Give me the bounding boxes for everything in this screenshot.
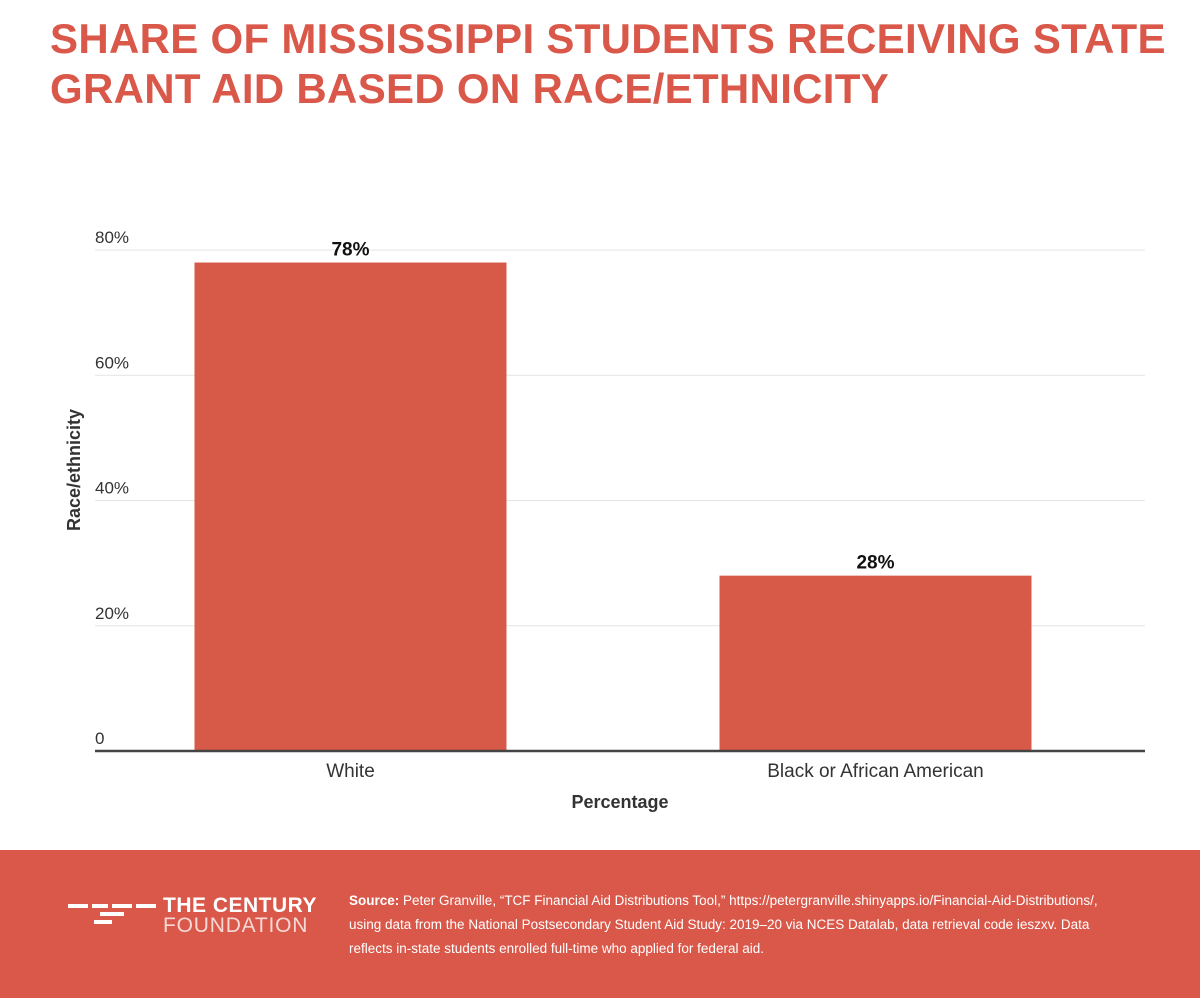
bar-black-or-african-american xyxy=(719,575,1032,751)
x-tick-label: Black or African American xyxy=(767,761,983,782)
x-axis-title: Percentage xyxy=(571,792,668,812)
y-tick-label: 0 xyxy=(95,729,104,748)
footer: THE CENTURY FOUNDATION Source: Peter Gra… xyxy=(0,850,1200,998)
bar-value-label: 28% xyxy=(856,553,894,574)
source-note: Source: Peter Granville, “TCF Financial … xyxy=(349,889,1129,961)
bars xyxy=(194,262,1032,751)
y-tick-label: 40% xyxy=(95,479,129,498)
century-foundation-logo: THE CENTURY FOUNDATION xyxy=(68,894,318,940)
y-tick-label: 80% xyxy=(95,228,129,247)
y-tick-label: 60% xyxy=(95,353,129,372)
century-foundation-mark-icon xyxy=(68,904,156,924)
logo-line-2: FOUNDATION xyxy=(163,914,309,937)
y-axis-title: Race/ethnicity xyxy=(64,409,84,531)
logo-text: THE CENTURY FOUNDATION xyxy=(163,894,318,937)
x-tick-label: White xyxy=(326,761,375,782)
logo-line-1: THE CENTURY xyxy=(163,894,318,917)
chart-title-line-2: GRANT AID BASED ON RACE/ETHNICITY xyxy=(50,65,890,112)
chart-title: SHARE OF MISSISSIPPI STUDENTS RECEIVING … xyxy=(50,14,1170,114)
bar-white xyxy=(194,262,507,751)
bar-value-label: 78% xyxy=(331,240,369,261)
source-label: Source: xyxy=(349,893,400,908)
chart-title-line-1: SHARE OF MISSISSIPPI STUDENTS RECEIVING … xyxy=(50,15,1166,62)
source-text: Peter Granville, “TCF Financial Aid Dist… xyxy=(349,893,1098,956)
labels: 0 20% 40% 60% 80% 78% White 28% Black or African… xyxy=(95,228,984,782)
y-tick-label: 20% xyxy=(95,604,129,623)
bar-chart: 0 20% 40% 60% 80% 78% White 28% Black or African… xyxy=(64,228,1145,812)
